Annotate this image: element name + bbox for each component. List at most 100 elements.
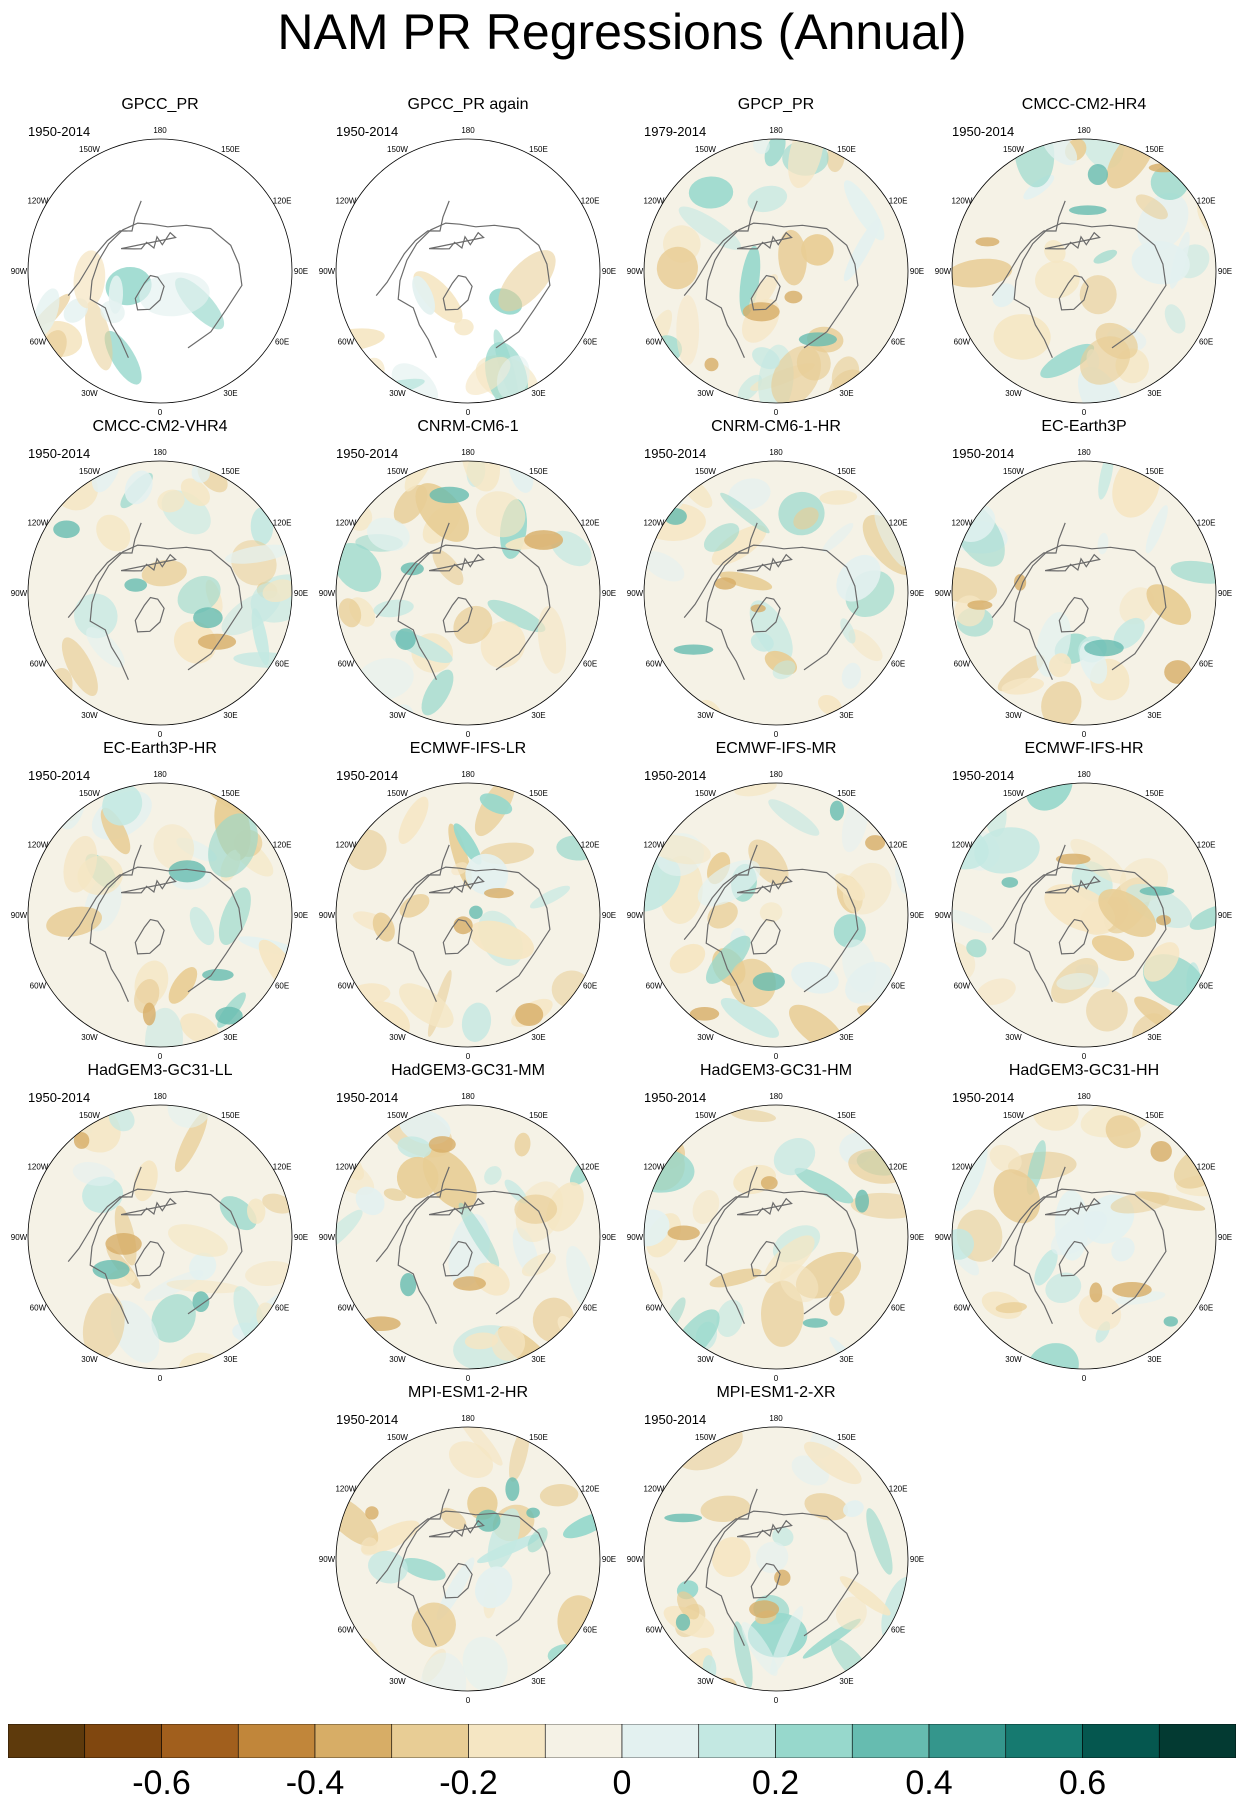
anomaly-patch xyxy=(574,1334,600,1369)
map-border xyxy=(27,782,293,1048)
longitude-label: 60E xyxy=(891,982,905,991)
coastline xyxy=(1044,1197,1101,1216)
longitude-label: 30W xyxy=(697,711,714,720)
anomaly-patch xyxy=(515,1003,544,1026)
longitude-label: 0 xyxy=(466,730,471,738)
coastline xyxy=(991,844,1066,940)
longitude-label: 90W xyxy=(11,1233,28,1242)
anomaly-patch xyxy=(1087,164,1108,185)
longitude-label: 0 xyxy=(1082,1052,1087,1060)
anomaly-patch xyxy=(688,176,734,209)
longitude-label: 30W xyxy=(81,1355,98,1364)
anomaly-patch xyxy=(802,1318,828,1328)
anomaly-patch xyxy=(689,1007,720,1021)
anomaly-patch xyxy=(166,1279,241,1294)
panel-period: 1950-2014 xyxy=(644,1090,707,1105)
longitude-label: 150E xyxy=(529,145,548,154)
longitude-label: 180 xyxy=(1077,1092,1091,1101)
colorbar-swatch xyxy=(775,1724,853,1758)
anomaly-patch xyxy=(157,489,185,513)
map-panel: 180 150E 120E 90E 60E 30E 0 30W 60W 90W 120W 150W EC… xyxy=(10,740,310,1060)
anomaly-patch xyxy=(794,1167,854,1204)
longitude-label: 180 xyxy=(769,448,783,457)
anomaly-patch xyxy=(839,1576,891,1616)
longitude-label: 90W xyxy=(935,1233,952,1242)
longitude-label: 150E xyxy=(529,467,548,476)
longitude-label: 60E xyxy=(891,1626,905,1635)
longitude-label: 120W xyxy=(335,841,356,850)
longitude-label: 120W xyxy=(643,519,664,528)
anomaly-patch xyxy=(798,332,837,347)
anomaly-patch xyxy=(764,139,786,167)
panel-title: GPCC_PR xyxy=(121,96,199,113)
anomaly-patch xyxy=(225,544,291,564)
anomaly-patch xyxy=(788,139,824,189)
map-panel: 180 150E 120E 90E 60E 30E 0 30W 60W 90W 120W 150W MP… xyxy=(626,1384,926,1704)
anomaly-patch xyxy=(644,700,675,725)
longitude-label: 120W xyxy=(335,1485,356,1494)
anomaly-patch xyxy=(703,523,740,552)
coastline xyxy=(991,522,1066,618)
anomaly-patch xyxy=(365,1506,379,1520)
coastline xyxy=(1058,918,1089,955)
anomaly-patch xyxy=(368,1550,408,1584)
coastline xyxy=(89,222,243,359)
anomaly-patch xyxy=(1086,989,1128,1032)
longitude-label: 90W xyxy=(319,267,336,276)
longitude-label: 120W xyxy=(643,1485,664,1494)
panel-title: CMCC-CM2-VHR4 xyxy=(92,418,228,435)
anomaly-patch xyxy=(974,827,1040,874)
longitude-label: 150W xyxy=(1003,145,1024,154)
longitude-label: 60E xyxy=(583,1304,597,1313)
longitude-label: 120E xyxy=(273,197,292,206)
longitude-label: 60E xyxy=(583,338,597,347)
anomaly-patch xyxy=(484,1166,502,1185)
anomaly-patch xyxy=(975,237,1000,247)
anomaly-patch xyxy=(1084,639,1124,657)
anomaly-patch xyxy=(496,355,530,400)
panel-title: HadGEM3-GC31-LL xyxy=(87,1062,233,1079)
anomaly-patch xyxy=(491,1325,526,1361)
anomaly-patch xyxy=(1150,1141,1172,1162)
longitude-label: 0 xyxy=(774,1052,779,1060)
anomaly-patch xyxy=(673,644,714,655)
anomaly-patch xyxy=(1001,877,1019,888)
longitude-label: 60E xyxy=(891,1304,905,1313)
longitude-label: 180 xyxy=(1077,448,1091,457)
anomaly-patch xyxy=(755,1541,789,1574)
anomaly-patch xyxy=(527,1527,548,1553)
coastline xyxy=(683,844,758,940)
coastline xyxy=(750,918,781,955)
anomaly-patch xyxy=(168,1224,228,1257)
anomaly-patch xyxy=(82,1176,124,1213)
longitude-label: 150E xyxy=(529,789,548,798)
longitude-label: 0 xyxy=(466,1374,471,1382)
map-panel: 180 150E 120E 90E 60E 30E 0 30W 60W 90W 120W 150W Ha… xyxy=(10,1062,310,1382)
coastline xyxy=(1013,1188,1167,1325)
anomaly-patch xyxy=(1119,587,1155,625)
longitude-label: 0 xyxy=(1082,730,1087,738)
map-border xyxy=(951,460,1217,726)
longitude-label: 180 xyxy=(461,770,475,779)
longitude-label: 60W xyxy=(646,1304,663,1313)
polar-map: 180 150E 120E 90E 60E 30E 0 30W 60W 90W 120W 150W xyxy=(627,126,924,416)
coastline xyxy=(428,1197,485,1216)
anomaly-patch xyxy=(1055,853,1091,865)
anomaly-patch xyxy=(773,1137,816,1176)
anomaly-patch xyxy=(700,1495,751,1523)
anomaly-patch xyxy=(177,575,221,614)
anomaly-patch xyxy=(952,693,993,723)
coastline xyxy=(705,1510,859,1647)
anomaly-patch xyxy=(675,1613,691,1631)
anomaly-patch xyxy=(1105,1115,1141,1149)
longitude-label: 120E xyxy=(581,197,600,206)
anomaly-patch xyxy=(139,272,210,317)
anomaly-patch xyxy=(1093,249,1118,264)
anomaly-patch xyxy=(865,835,886,851)
longitude-label: 0 xyxy=(774,730,779,738)
map-border xyxy=(27,138,293,404)
longitude-label: 120E xyxy=(581,519,600,528)
longitude-label: 120W xyxy=(951,519,972,528)
anomaly-patch xyxy=(714,577,736,590)
longitude-label: 120W xyxy=(27,1163,48,1172)
